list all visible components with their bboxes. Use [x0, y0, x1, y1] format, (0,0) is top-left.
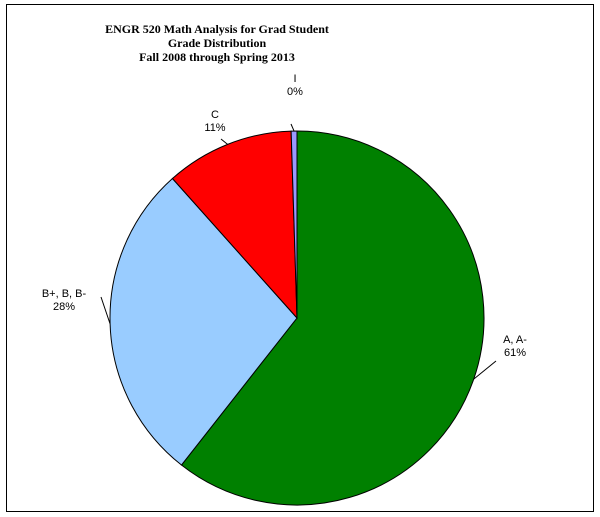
- slice-label-3: I: [293, 73, 296, 85]
- pie-slices: [110, 131, 484, 505]
- chart-title-line-3: Fall 2008 through Spring 2013: [139, 50, 295, 64]
- slice-percent-1: 28%: [53, 301, 75, 313]
- chart-title-line-1: ENGR 520 Math Analysis for Grad Student: [105, 22, 329, 36]
- chart-title-line-2: Grade Distribution: [168, 36, 267, 50]
- slice-label-2: C: [211, 109, 219, 121]
- slice-percent-3: 0%: [287, 86, 303, 98]
- leader-line-3: [291, 124, 294, 131]
- leader-line-1: [101, 297, 110, 324]
- chart-frame: ENGR 520 Math Analysis for Grad Student …: [6, 4, 594, 512]
- slice-percent-0: 61%: [504, 347, 526, 359]
- slice-percent-2: 11%: [204, 122, 225, 134]
- leader-line-2: [221, 139, 228, 144]
- slice-label-1: B+, B, B-: [42, 288, 87, 300]
- slice-label-0: A, A-: [503, 334, 527, 346]
- pie-chart: ENGR 520 Math Analysis for Grad Student …: [7, 5, 595, 513]
